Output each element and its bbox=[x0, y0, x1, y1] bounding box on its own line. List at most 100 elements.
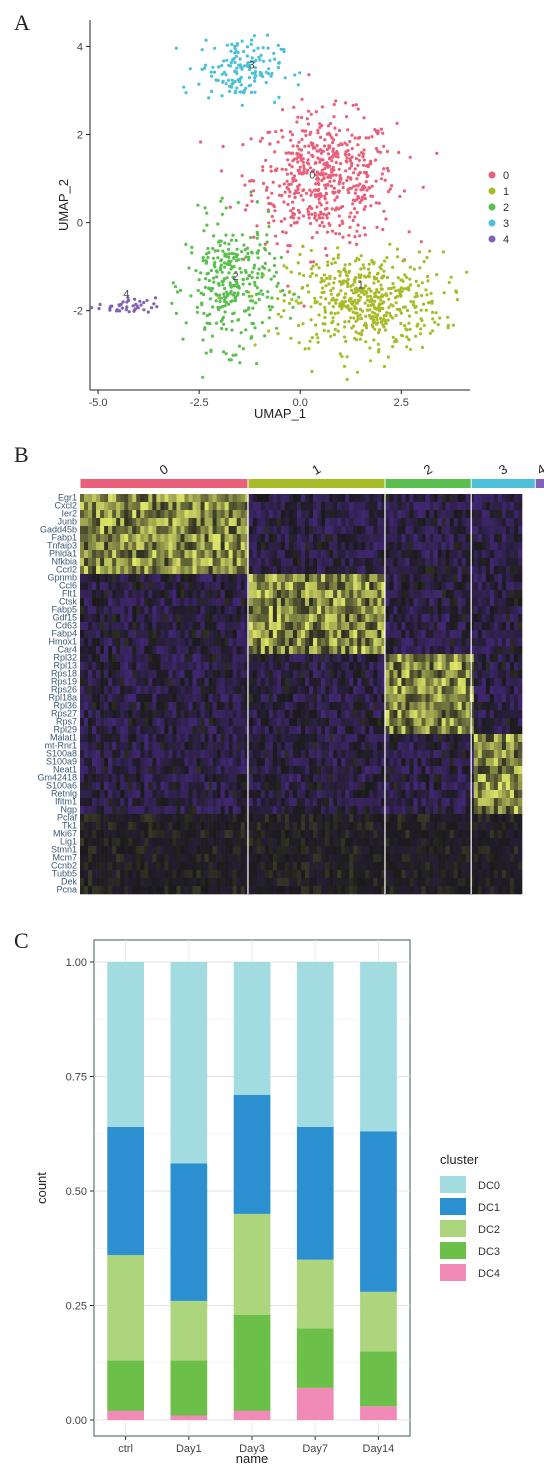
umap-point-cluster-2 bbox=[229, 285, 233, 289]
heatmap-cell bbox=[200, 662, 205, 671]
heatmap-cell bbox=[461, 614, 467, 623]
umap-point-cluster-2 bbox=[257, 292, 261, 296]
heatmap-cell bbox=[373, 526, 378, 535]
umap-point-cluster-3 bbox=[252, 34, 256, 38]
heatmap-cell bbox=[505, 718, 511, 727]
heatmap-cell bbox=[288, 718, 294, 727]
heatmap-cell bbox=[236, 678, 242, 687]
heatmap-cell bbox=[168, 510, 173, 519]
heatmap-cell bbox=[305, 734, 310, 743]
umap-point-cluster-1 bbox=[298, 252, 302, 257]
heatmap-cell bbox=[397, 582, 402, 591]
heatmap-cell bbox=[220, 670, 225, 679]
heatmap-cell bbox=[168, 502, 173, 511]
heatmap-cell bbox=[437, 638, 442, 647]
heatmap-cell bbox=[132, 526, 137, 535]
heatmap-cell bbox=[280, 622, 286, 631]
umap-point-cluster-4 bbox=[126, 296, 130, 300]
heatmap-cell bbox=[469, 518, 475, 527]
heatmap-cell bbox=[445, 526, 450, 535]
heatmap-cell bbox=[188, 502, 193, 511]
umap-point-cluster-0 bbox=[382, 167, 386, 171]
heatmap-cell bbox=[317, 726, 322, 735]
heatmap-cell bbox=[96, 558, 101, 567]
heatmap-cell bbox=[349, 622, 354, 631]
heatmap-cell bbox=[196, 518, 201, 527]
heatmap-cell bbox=[385, 654, 390, 663]
heatmap-cell bbox=[473, 558, 479, 567]
heatmap-cell bbox=[517, 542, 523, 551]
heatmap-cell bbox=[317, 598, 322, 607]
umap-point-cluster-0 bbox=[353, 235, 357, 239]
heatmap-cell bbox=[493, 502, 499, 511]
umap-point-cluster-0 bbox=[419, 240, 423, 244]
heatmap-cell bbox=[353, 518, 358, 527]
heatmap-cell bbox=[353, 582, 358, 591]
heatmap-cell bbox=[224, 718, 229, 727]
heatmap-cell bbox=[132, 678, 137, 687]
heatmap-cell bbox=[309, 630, 314, 639]
heatmap-cell bbox=[256, 678, 262, 687]
heatmap-cell bbox=[457, 702, 463, 711]
umap-point-cluster-3 bbox=[249, 42, 253, 46]
heatmap-cell bbox=[284, 670, 290, 679]
heatmap-cell bbox=[461, 622, 467, 631]
umap-point-cluster-1 bbox=[387, 305, 391, 309]
heatmap-cell bbox=[200, 526, 205, 535]
umap-point-cluster-0 bbox=[272, 219, 276, 223]
heatmap-cell bbox=[337, 694, 342, 703]
umap-point-cluster-1 bbox=[338, 352, 342, 356]
heatmap-cell bbox=[501, 654, 507, 663]
heatmap-cell bbox=[497, 646, 503, 655]
heatmap-cell bbox=[461, 606, 467, 615]
heatmap-cell bbox=[280, 606, 286, 615]
heatmap-cell bbox=[244, 630, 250, 639]
heatmap-cell bbox=[276, 662, 282, 671]
umap-point-cluster-3 bbox=[227, 84, 232, 88]
heatmap-cell bbox=[164, 622, 169, 631]
heatmap-cell bbox=[437, 510, 442, 519]
heatmap-cell bbox=[228, 494, 233, 503]
heatmap-cell bbox=[513, 630, 519, 639]
umap-point-cluster-1 bbox=[332, 281, 336, 285]
heatmap-cell bbox=[377, 542, 382, 551]
umap-point-cluster-2 bbox=[211, 246, 215, 251]
heatmap-cell bbox=[421, 662, 426, 671]
heatmap-cell bbox=[469, 590, 475, 599]
umap-point-cluster-1 bbox=[409, 283, 413, 287]
umap-point-cluster-0 bbox=[323, 194, 327, 198]
heatmap-cell bbox=[365, 534, 370, 543]
umap-point-cluster-4 bbox=[90, 306, 94, 310]
heatmap-cell bbox=[100, 686, 105, 695]
umap-point-cluster-2 bbox=[224, 352, 228, 356]
umap-point-cluster-3 bbox=[217, 65, 221, 69]
heatmap-cell bbox=[425, 582, 430, 591]
umap-point-cluster-0 bbox=[376, 132, 380, 136]
heatmap-cell bbox=[345, 654, 350, 663]
heatmap-cell bbox=[188, 670, 193, 679]
heatmap-cell bbox=[309, 526, 314, 535]
heatmap-cell bbox=[264, 494, 270, 503]
umap-point-cluster-0 bbox=[287, 183, 291, 187]
umap-point-cluster-2 bbox=[247, 294, 251, 298]
umap-point-cluster-2 bbox=[212, 234, 216, 238]
umap-point-cluster-0 bbox=[341, 181, 345, 185]
heatmap-cell bbox=[284, 502, 290, 511]
umap-point-cluster-2 bbox=[232, 255, 236, 260]
heatmap-cell bbox=[413, 718, 418, 727]
heatmap-cell bbox=[188, 654, 193, 663]
umap-point-cluster-2 bbox=[297, 295, 301, 299]
heatmap-cell bbox=[497, 670, 503, 679]
umap-point-cluster-0 bbox=[323, 197, 327, 201]
heatmap-cell bbox=[465, 686, 471, 695]
umap-point-cluster-0 bbox=[296, 115, 300, 119]
heatmap-cell bbox=[413, 646, 418, 655]
umap-point-cluster-1 bbox=[331, 296, 335, 300]
heatmap-cell bbox=[148, 494, 153, 503]
heatmap-cell bbox=[377, 598, 382, 607]
heatmap-cell bbox=[148, 534, 153, 543]
heatmap-cell bbox=[160, 582, 165, 591]
heatmap-cell bbox=[96, 526, 101, 535]
heatmap-cell bbox=[385, 574, 390, 583]
heatmap-cell bbox=[397, 702, 402, 711]
